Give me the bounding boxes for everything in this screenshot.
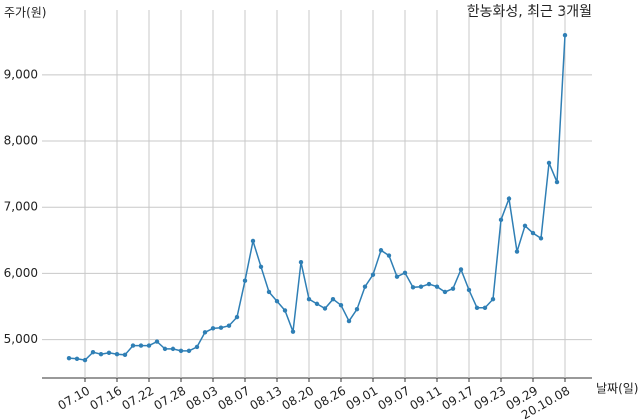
price-point [98,351,104,357]
x-tick-label: 08.13 [247,384,284,413]
price-point [114,351,120,357]
price-point [562,32,568,38]
price-point [242,278,248,283]
price-point [386,253,392,258]
y-tick-label: 6,000 [4,266,38,280]
x-tick-label: 08.03 [183,384,220,413]
price-point [378,248,384,253]
price-point [330,297,336,302]
price-point [538,236,544,241]
price-point [90,349,96,355]
x-tick-label: 08.26 [311,384,348,413]
price-point [354,306,360,312]
price-point [250,238,256,244]
x-tick-label: 09.17 [439,384,476,413]
price-point [362,284,368,289]
y-axis-label: 주가(원) [4,6,46,20]
price-point [154,339,160,344]
price-point [458,267,464,272]
x-axis-label: 날짜(일) [596,382,638,396]
price-point [426,281,432,287]
price-point [442,289,448,295]
price-point [530,230,536,236]
price-point [194,344,200,350]
price-point [106,350,112,356]
y-tick-label: 8,000 [4,134,38,148]
x-tick-label: 07.16 [87,384,124,413]
price-point [394,274,400,279]
price-point [322,306,328,311]
x-tick-label: 09.11 [407,384,444,413]
price-point [546,160,552,166]
price-point [226,323,232,328]
y-tick-label: 5,000 [4,332,38,346]
price-point [466,287,472,293]
price-point [370,272,376,277]
price-point [482,305,488,311]
price-point [490,297,496,302]
price-point [234,314,240,320]
y-tick-label: 7,000 [4,200,38,214]
chart-title: 한농화성, 최근 3개월 [467,4,592,20]
x-tick-label: 09.01 [343,384,380,413]
y-tick-label: 9,000 [4,67,38,81]
price-point [130,343,136,348]
x-tick-label: 07.28 [151,384,188,413]
x-tick-label: 08.20 [279,384,316,413]
x-tick-label: 09.07 [375,384,412,413]
price-point [450,286,456,291]
price-point [514,249,520,254]
price-point [410,285,416,290]
price-line [68,35,566,361]
price-point [346,318,352,324]
price-point [122,352,128,358]
price-point [258,264,264,270]
price-point [82,357,88,363]
price-point [186,348,192,354]
price-point [162,346,168,352]
price-point [338,302,344,308]
price-point [498,217,504,223]
price-point [146,343,152,348]
price-point [170,346,176,352]
price-point [434,284,440,289]
price-point [210,326,216,331]
x-tick-label: 07.22 [119,384,156,413]
price-point [298,259,304,265]
price-point [202,330,208,335]
x-tick-label: 07.10 [55,384,92,413]
price-point [506,196,512,201]
price-point [290,329,296,334]
price-point [274,299,280,304]
price-point [306,297,312,302]
price-point [138,343,144,348]
price-point [314,301,320,307]
x-tick-label: 09.23 [471,384,508,413]
price-point [418,284,424,289]
price-point [218,325,224,330]
price-point [266,289,272,295]
price-point [474,305,480,311]
price-point [402,270,408,275]
price-point [522,223,528,228]
price-point [282,308,288,313]
price-point [178,348,184,354]
price-point [74,356,80,362]
price-point [554,179,560,185]
x-tick-label: 08.07 [215,384,252,413]
price-point [66,355,72,361]
